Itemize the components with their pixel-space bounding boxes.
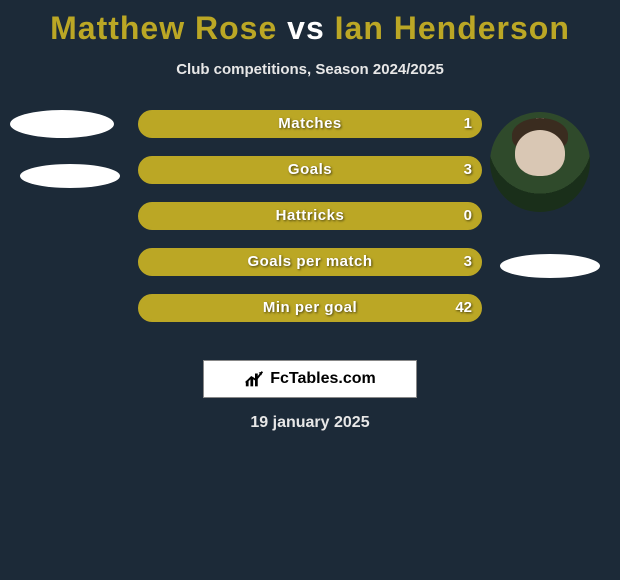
left-placeholder-1: [10, 110, 114, 138]
comparison-area: Matches 1 Goals 3 Hattricks 0 Goals per …: [0, 110, 620, 370]
stat-row-matches: Matches 1: [138, 110, 482, 138]
player1-name: Matthew Rose: [50, 10, 277, 46]
player2-name: Ian Henderson: [335, 10, 570, 46]
stat-value-right: 42: [455, 294, 472, 322]
date-label: 19 january 2025: [0, 414, 620, 432]
stat-value-right: 3: [464, 156, 472, 184]
subtitle: Club competitions, Season 2024/2025: [0, 61, 620, 78]
stat-value-right: 1: [464, 110, 472, 138]
stat-row-gpm: Goals per match 3: [138, 248, 482, 276]
stat-row-goals: Goals 3: [138, 156, 482, 184]
right-placeholder-1: [500, 254, 600, 278]
stat-value-right: 0: [464, 202, 472, 230]
left-placeholder-2: [20, 164, 120, 188]
stat-label: Min per goal: [138, 294, 482, 322]
stat-row-mpg: Min per goal 42: [138, 294, 482, 322]
brand-text: FcTables.com: [270, 370, 376, 388]
stat-bars: Matches 1 Goals 3 Hattricks 0 Goals per …: [138, 110, 482, 322]
player2-avatar: [490, 112, 590, 212]
page-title: Matthew Rose vs Ian Henderson: [0, 0, 620, 47]
chart-icon: [244, 369, 266, 389]
stat-label: Goals: [138, 156, 482, 184]
title-vs: vs: [287, 10, 325, 46]
stat-label: Hattricks: [138, 202, 482, 230]
brand-badge: FcTables.com: [203, 360, 417, 398]
stat-row-hattricks: Hattricks 0: [138, 202, 482, 230]
stat-label: Matches: [138, 110, 482, 138]
stat-value-right: 3: [464, 248, 472, 276]
stat-label: Goals per match: [138, 248, 482, 276]
